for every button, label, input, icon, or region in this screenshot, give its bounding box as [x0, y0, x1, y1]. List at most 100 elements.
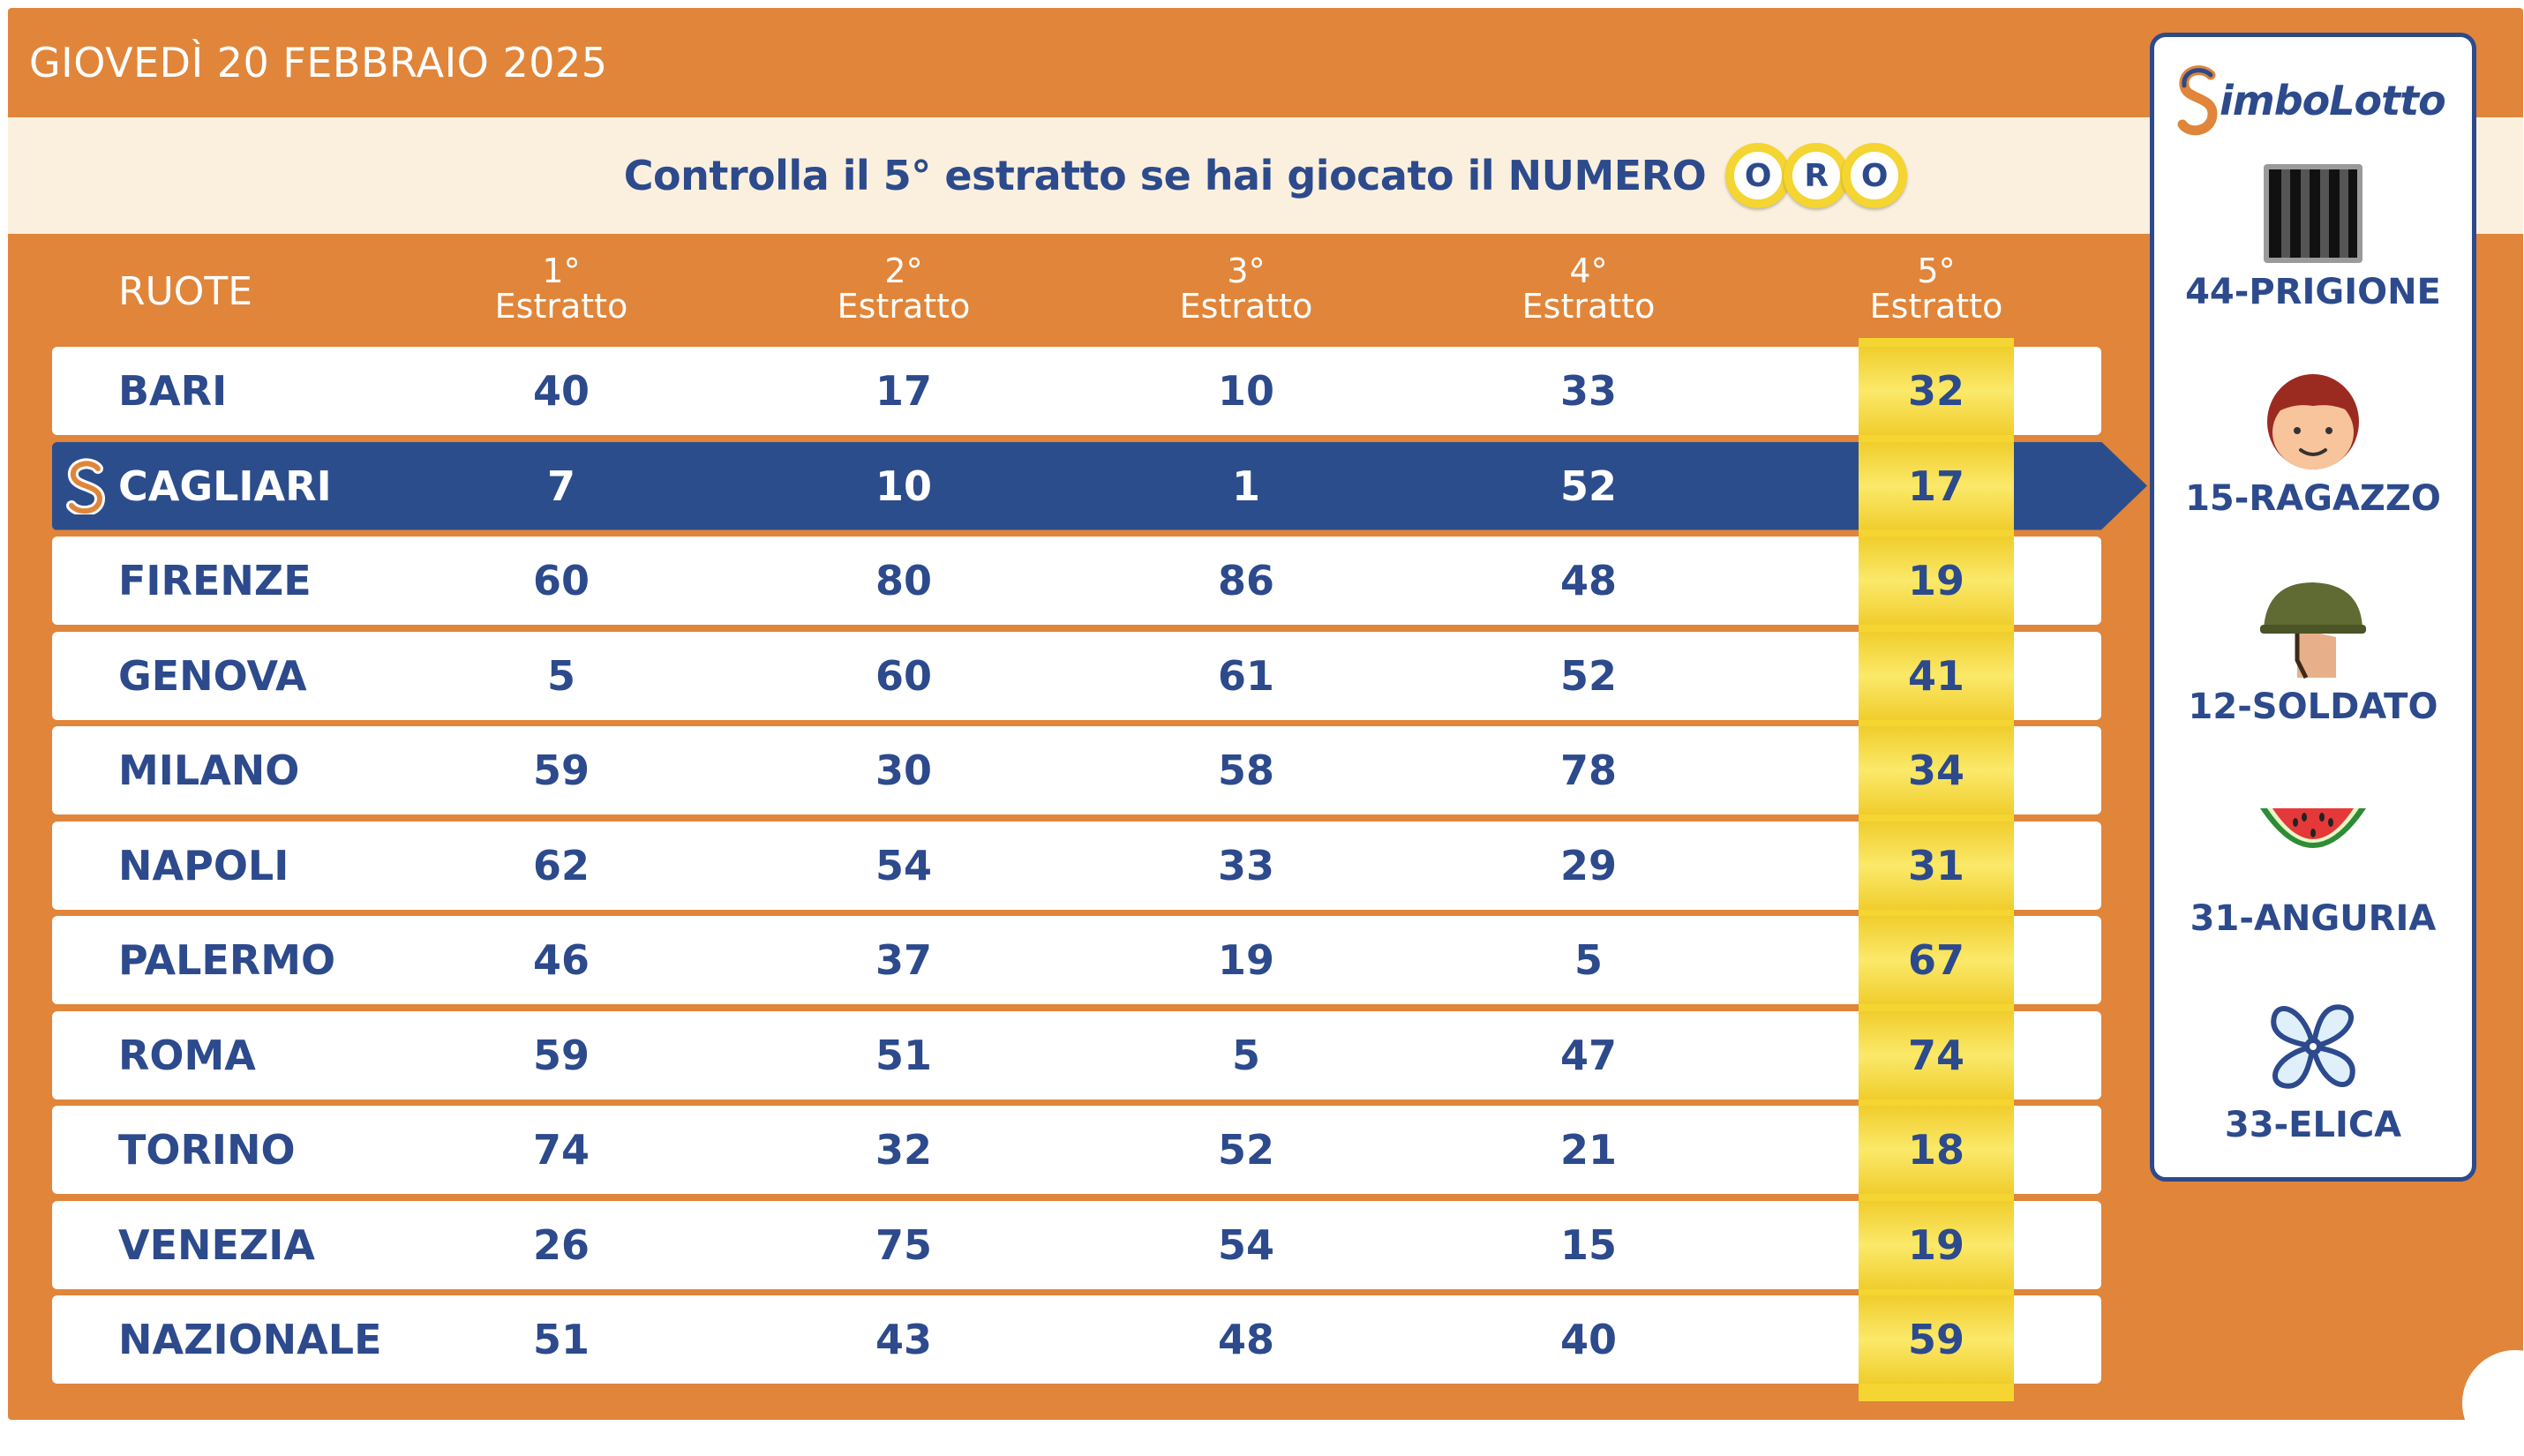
extracted-number-4: 52 — [1559, 462, 1617, 510]
fifth-extraction-cell — [1859, 1200, 2014, 1289]
extracted-number-2: 32 — [875, 1126, 932, 1174]
header-estratto-5: 5° Estratto — [1869, 251, 2003, 326]
table-row: TORINO 74 32 52 21 18 — [52, 1106, 2101, 1194]
extracted-number-4: 48 — [1559, 557, 1617, 604]
propeller-icon — [2271, 1004, 2355, 1089]
fifth-extraction-cell — [1859, 347, 2014, 435]
fifth-extraction-cell — [1859, 631, 2014, 720]
fifth-extraction-cell — [1859, 1010, 2014, 1100]
wheel-name: FIRENZE — [118, 557, 312, 604]
extracted-number-5: 41 — [1907, 651, 1964, 700]
wheel-name: VENEZIA — [118, 1220, 316, 1269]
extracted-number-3: 61 — [1217, 651, 1274, 700]
extracted-number-5: 19 — [1907, 1220, 1964, 1269]
extracted-number-3: 54 — [1217, 1220, 1274, 1269]
extracted-number-1: 59 — [532, 1031, 590, 1079]
extracted-number-4: 40 — [1559, 1316, 1617, 1363]
wheel-name: BARI — [118, 367, 228, 415]
fifth-extraction-cell — [1859, 916, 2014, 1004]
fifth-extraction-cell — [1859, 1106, 2014, 1194]
extracted-number-5: 19 — [1907, 557, 1964, 604]
extracted-number-2: 43 — [875, 1316, 932, 1363]
header-estratto-4: 4° Estratto — [1521, 251, 1656, 326]
extracted-number-1: 60 — [532, 557, 590, 604]
extracted-number-1: 7 — [546, 462, 575, 510]
simbolotto-s-icon — [66, 457, 106, 514]
table-row: CAGLIARI 7 10 1 52 17 — [52, 441, 2147, 530]
extracted-number-2: 54 — [875, 841, 932, 889]
oro-logo: O R O — [1725, 143, 1908, 208]
fifth-extraction-cell — [1859, 821, 2014, 910]
extracted-number-2: 60 — [875, 651, 932, 700]
extracted-number-3: 10 — [1217, 367, 1274, 415]
extracted-number-1: 46 — [532, 936, 590, 984]
numero-oro-banner: Controlla il 5° estratto se hai giocato … — [8, 117, 2523, 234]
extracted-number-2: 51 — [875, 1031, 932, 1079]
extracted-number-2: 37 — [875, 936, 932, 984]
date-header: GIOVEDÌ 20 FEBBRAIO 2025 — [8, 8, 2523, 117]
symbol-label: 15-RAGAZZO — [2185, 478, 2441, 519]
extracted-number-3: 1 — [1231, 462, 1260, 510]
extracted-number-4: 47 — [1559, 1031, 1617, 1079]
extracted-number-5: 31 — [1907, 841, 1964, 889]
watermelon-icon — [2260, 808, 2366, 848]
banner-text: Controlla il 5° estratto se hai giocato … — [623, 152, 1707, 199]
symbol-label: 33-ELICA — [2224, 1105, 2402, 1145]
extracted-number-2: 10 — [875, 462, 932, 510]
soldier-helmet-icon — [2260, 582, 2366, 679]
table-row: FIRENZE 60 80 86 48 19 — [52, 537, 2101, 625]
extracted-number-1: 26 — [532, 1220, 590, 1269]
symbol-label: 12-SOLDATO — [2188, 687, 2438, 727]
fifth-extraction-cell — [1859, 726, 2014, 814]
table-row: NAPOLI 62 54 33 29 31 — [52, 821, 2101, 910]
simbolotto-panel: imboLotto 44-PRIGIONE 15-RAGAZ — [2150, 33, 2476, 1182]
symbol-label: 44-PRIGIONE — [2185, 272, 2441, 312]
wheel-name: CAGLIARI — [118, 462, 332, 510]
extracted-number-4: 5 — [1574, 936, 1603, 984]
fifth-extraction-cell — [1859, 441, 2014, 530]
fifth-extraction-cell — [1859, 1295, 2014, 1384]
header-estratto-2: 2° Estratto — [837, 251, 971, 326]
boy-face-icon — [2267, 374, 2359, 469]
extracted-number-2: 30 — [875, 747, 932, 794]
extracted-number-3: 58 — [1217, 747, 1274, 794]
wheel-name: TORINO — [118, 1126, 296, 1174]
extracted-number-2: 17 — [875, 367, 932, 415]
lotto-results-card: GIOVEDÌ 20 FEBBRAIO 2025 Controlla il 5°… — [8, 8, 2523, 1420]
extracted-number-1: 62 — [532, 841, 590, 889]
simbolotto-logo-text: imboLotto — [2220, 77, 2446, 124]
extracted-number-3: 52 — [1217, 1126, 1274, 1174]
extracted-number-5: 18 — [1907, 1126, 1964, 1174]
extracted-number-3: 48 — [1217, 1316, 1274, 1363]
prison-bars-icon — [2264, 164, 2362, 263]
extracted-number-1: 5 — [546, 651, 575, 700]
extracted-number-4: 78 — [1559, 747, 1617, 794]
wheel-name: NAZIONALE — [118, 1316, 382, 1363]
extracted-number-3: 86 — [1217, 557, 1274, 604]
header-estratto-1: 1° Estratto — [494, 251, 628, 326]
extracted-number-2: 80 — [875, 557, 932, 604]
wheel-name: ROMA — [118, 1031, 256, 1079]
oro-ball: O — [1842, 143, 1908, 208]
extracted-number-5: 32 — [1907, 367, 1964, 415]
fifth-extraction-cell — [1859, 537, 2014, 625]
extracted-number-4: 33 — [1559, 367, 1617, 415]
table-row: GENOVA 5 60 61 52 41 — [52, 631, 2101, 720]
extracted-number-5: 67 — [1907, 936, 1964, 984]
extracted-number-4: 15 — [1559, 1220, 1617, 1269]
extracted-number-5: 74 — [1907, 1031, 1964, 1079]
draw-date: GIOVEDÌ 20 FEBBRAIO 2025 — [29, 39, 608, 86]
header-estratto-3: 3° Estratto — [1179, 251, 1313, 326]
header-ruote: RUOTE — [118, 269, 253, 314]
table-row: NAZIONALE 51 43 48 40 59 — [52, 1295, 2101, 1384]
oro-ball: R — [1784, 143, 1850, 208]
extracted-number-4: 21 — [1559, 1126, 1617, 1174]
results-table: RUOTE 1° Estratto 2° Estratto 3° Estratt… — [8, 234, 2523, 1420]
extracted-number-4: 29 — [1559, 841, 1617, 889]
wheel-name: NAPOLI — [118, 841, 289, 889]
simbolotto-s-icon — [2177, 65, 2218, 136]
symbol-label: 31-ANGURIA — [2190, 898, 2437, 939]
extracted-number-1: 40 — [532, 367, 590, 415]
wheel-name: PALERMO — [118, 936, 336, 984]
oro-ball: O — [1725, 143, 1792, 208]
